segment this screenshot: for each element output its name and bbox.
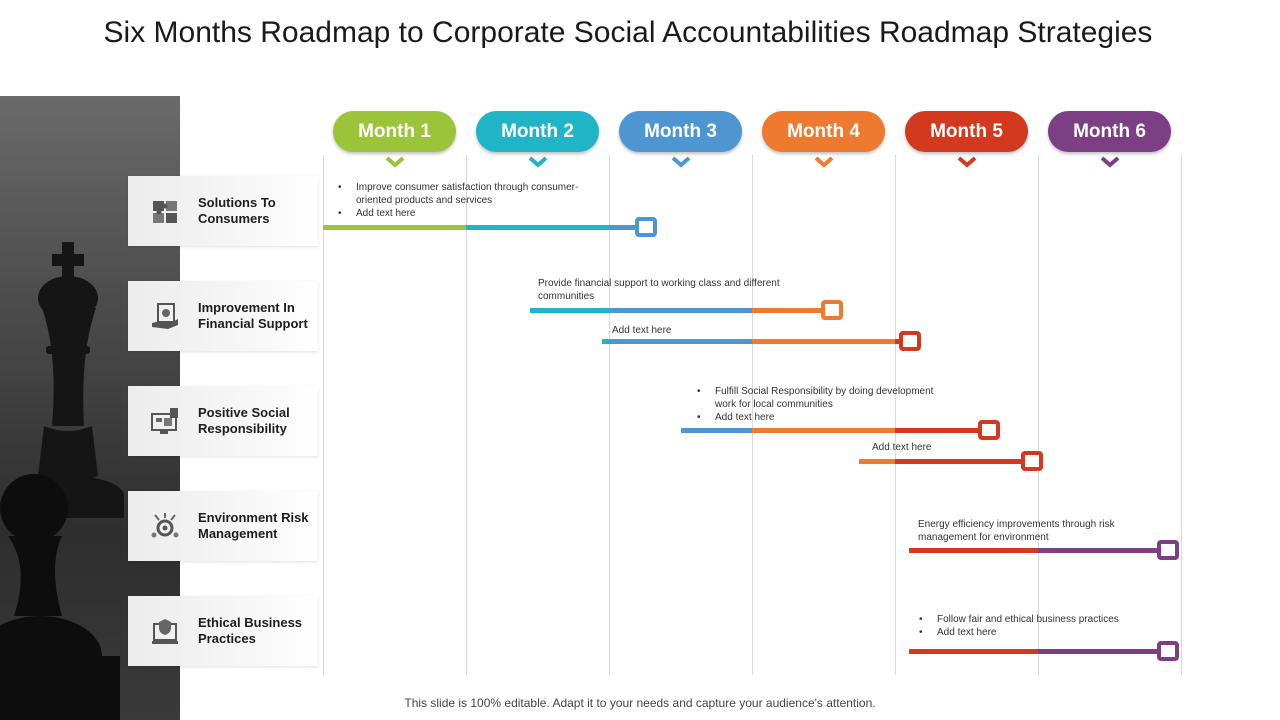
- grid-line: [609, 155, 610, 675]
- money-hand-icon: [152, 303, 178, 329]
- annotation-bullet-row: • Add text here: [697, 411, 977, 424]
- chevron-down-icon: [814, 156, 834, 168]
- chevron-down-icon: [385, 156, 405, 168]
- category-environment-risk-management: Environment Risk Management: [128, 491, 318, 561]
- annotation-environment: Energy efficiency improvements through r…: [918, 518, 1178, 544]
- bullet-icon: •: [697, 412, 701, 423]
- gantt-bar-segment: [909, 649, 1038, 654]
- month-5-pill: Month 5: [905, 111, 1028, 152]
- gantt-bar-segment: [1038, 649, 1167, 654]
- month-2-pill: Month 2: [476, 111, 599, 152]
- bullet-icon: •: [919, 614, 923, 625]
- gantt-bar-segment: [752, 428, 895, 433]
- gantt-bar-segment: [323, 225, 466, 230]
- grid-line: [752, 155, 753, 675]
- annotation-ethical: • Follow fair and ethical business practi…: [919, 613, 1179, 639]
- gantt-bar-end-marker: [899, 331, 922, 351]
- gantt-bar-segment: [609, 308, 752, 313]
- bullet-icon: •: [338, 182, 342, 193]
- annotation-bullet-row: • Fulfill Social Responsibility by doing …: [697, 385, 977, 411]
- category-solutions-to-consumers: Solutions To Consumers: [128, 176, 318, 246]
- gear-risk-icon: [151, 513, 179, 538]
- annotation-bullet-row: • Add text here: [919, 626, 1179, 639]
- gantt-bar-end-marker: [977, 420, 1000, 440]
- chevron-down-icon: [957, 156, 977, 168]
- annotation-bullet-row: • Follow fair and ethical business practi…: [919, 613, 1179, 626]
- gantt-bar-segment: [895, 428, 988, 433]
- category-positive-social-responsibility: Positive Social Responsibility: [128, 386, 318, 456]
- month-6-pill: Month 6: [1048, 111, 1171, 152]
- annotation-social-1: • Fulfill Social Responsibility by doing …: [697, 385, 977, 424]
- month-1-pill: Month 1: [333, 111, 456, 152]
- page-title: Six Months Roadmap to Corporate Social A…: [103, 16, 1153, 49]
- category-label: Improvement In Financial Support: [198, 300, 308, 331]
- annotation-solutions: • Improve consumer satisfaction through c…: [338, 181, 638, 220]
- category-label: Ethical Business Practices: [198, 615, 303, 646]
- grid-line: [1038, 155, 1039, 675]
- gantt-bar-segment: [752, 308, 831, 313]
- gantt-bar-segment: [609, 339, 752, 344]
- category-label: Positive Social Responsibility: [198, 405, 290, 436]
- document-shield-icon: [152, 619, 178, 644]
- grid-line: [323, 155, 324, 675]
- annotation-text: Follow fair and ethical business practic…: [937, 614, 1119, 625]
- gantt-bar-segment: [466, 225, 609, 230]
- category-label: Environment Risk Management: [198, 510, 309, 541]
- annotation-text: Provide financial support to working cla…: [538, 278, 780, 302]
- gantt-bar-segment: [530, 308, 609, 313]
- annotation-financial-1: Provide financial support to working cla…: [538, 277, 828, 303]
- gantt-bar-end-marker: [1020, 451, 1043, 471]
- gantt-bar-segment: [1038, 548, 1167, 553]
- category-improvement-in-financial-support: Improvement In Financial Support: [128, 281, 318, 351]
- month-3-pill: Month 3: [619, 111, 742, 152]
- gantt-bar-segment: [895, 459, 1031, 464]
- annotation-financial-2: Add text here: [612, 324, 732, 337]
- gantt-bar-end-marker: [1156, 641, 1179, 661]
- monitor-dashboard-icon: [151, 408, 178, 434]
- category-ethical-business-practices: Ethical Business Practices: [128, 596, 318, 666]
- gantt-bar-segment: [680, 428, 752, 433]
- chevron-down-icon: [528, 156, 548, 168]
- annotation-text: Fulfill Social Responsibility by doing d…: [715, 386, 934, 410]
- category-label: Solutions To Consumers: [198, 195, 276, 226]
- gantt-bar-end-marker: [1156, 540, 1179, 560]
- bullet-icon: •: [919, 627, 923, 638]
- gantt-bar-end-marker: [820, 300, 843, 320]
- annotation-text: Add text here: [356, 208, 416, 219]
- grid-line: [466, 155, 467, 675]
- annotation-text: Energy efficiency improvements through r…: [918, 519, 1115, 543]
- gantt-bar-end-marker: [634, 217, 657, 237]
- footer-note: This slide is 100% editable. Adapt it to…: [404, 696, 876, 710]
- annotation-text: Add text here: [612, 325, 672, 336]
- gantt-bar-segment: [609, 225, 645, 230]
- annotation-text: Add text here: [872, 442, 932, 453]
- chess-pawn-image: [0, 474, 120, 720]
- grid-line: [895, 155, 896, 675]
- month-4-pill: Month 4: [762, 111, 885, 152]
- annotation-bullet-row: • Improve consumer satisfaction through c…: [338, 181, 638, 207]
- bullet-icon: •: [697, 386, 701, 397]
- annotation-text: Improve consumer satisfaction through co…: [356, 182, 579, 206]
- annotation-text: Add text here: [715, 412, 775, 423]
- chevron-down-icon: [1100, 156, 1120, 168]
- puzzle-icon: [153, 201, 177, 223]
- annotation-bullet-row: • Add text here: [338, 207, 638, 220]
- bullet-icon: •: [338, 208, 342, 219]
- gantt-bar-segment: [859, 459, 895, 464]
- gantt-bar-segment: [601, 339, 609, 344]
- chevron-down-icon: [671, 156, 691, 168]
- grid-line: [1181, 155, 1182, 675]
- gantt-bar-segment: [752, 339, 895, 344]
- annotation-text: Add text here: [937, 627, 997, 638]
- annotation-social-2: Add text here: [872, 441, 992, 454]
- gantt-bar-segment: [909, 548, 1038, 553]
